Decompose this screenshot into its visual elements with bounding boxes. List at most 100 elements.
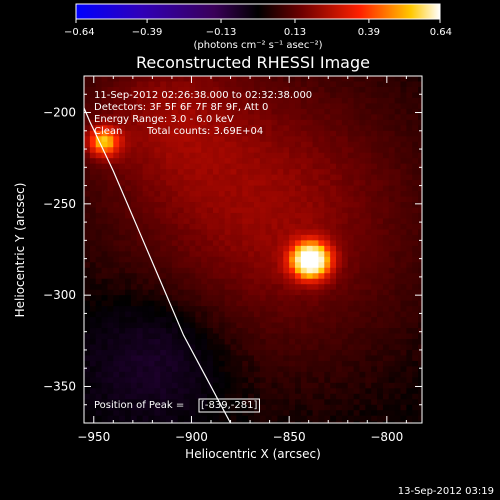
heatmap-cell	[218, 393, 226, 400]
heatmap-cell	[265, 114, 273, 121]
heatmap-cell	[318, 377, 325, 384]
heatmap-cell	[207, 415, 214, 422]
heatmap-cell	[177, 300, 185, 307]
heatmap-cell	[412, 333, 419, 340]
heatmap-cell	[107, 273, 114, 280]
heatmap-cell	[130, 86, 138, 94]
heatmap-cell	[406, 245, 413, 252]
heatmap-cell	[125, 284, 132, 291]
heatmap-cell	[341, 289, 349, 296]
heatmap-cell	[113, 114, 120, 121]
heatmap-cell	[300, 81, 308, 88]
heatmap-cell	[347, 119, 355, 126]
heatmap-cell	[265, 366, 273, 373]
heatmap-cell	[353, 371, 361, 378]
heatmap-cell	[283, 388, 290, 395]
heatmap-cell	[324, 333, 331, 340]
heatmap-cell	[148, 158, 155, 165]
heatmap-cell	[418, 415, 422, 422]
heatmap-cell	[336, 404, 343, 411]
heatmap-cell	[259, 393, 267, 400]
heatmap-cell	[201, 306, 208, 313]
heatmap-cell	[218, 317, 226, 324]
heatmap-cell	[412, 338, 419, 346]
heatmap-cell	[306, 245, 314, 252]
heatmap-cell	[271, 125, 279, 132]
heatmap-cell	[289, 169, 296, 176]
heatmap-cell	[295, 371, 302, 378]
heatmap-cell	[336, 108, 343, 115]
heatmap-cell	[248, 169, 255, 176]
heatmap-cell	[277, 377, 284, 384]
heatmap-cell	[113, 97, 120, 104]
heatmap-cell	[154, 311, 161, 318]
heatmap-cell	[248, 393, 255, 400]
heatmap-cell	[119, 333, 126, 340]
heatmap-cell	[136, 218, 144, 225]
heatmap-cell	[218, 421, 226, 423]
heatmap-cell	[95, 229, 103, 236]
heatmap-cell	[201, 174, 208, 181]
heatmap-cell	[171, 103, 179, 110]
heatmap-cell	[388, 360, 396, 367]
heatmap-cell	[224, 317, 232, 324]
heatmap-cell	[230, 421, 237, 423]
heatmap-cell	[212, 415, 220, 422]
x-tick-label: −900	[175, 430, 208, 444]
heatmap-cell	[359, 196, 366, 203]
heatmap-cell	[224, 169, 232, 176]
heatmap-cell	[89, 196, 97, 203]
heatmap-cell	[195, 136, 202, 143]
heatmap-cell	[359, 163, 366, 170]
heatmap-cell	[277, 382, 284, 389]
heatmap-cell	[95, 141, 103, 148]
heatmap-cell	[271, 180, 279, 187]
heatmap-cell	[324, 207, 331, 214]
heatmap-cell	[300, 251, 308, 258]
heatmap-cell	[283, 147, 290, 154]
heatmap-cell	[248, 311, 255, 318]
heatmap-cell	[289, 92, 296, 99]
heatmap-cell	[236, 278, 243, 285]
heatmap-cell	[277, 147, 284, 154]
heatmap-cell	[101, 404, 109, 411]
heatmap-cell	[119, 251, 126, 258]
heatmap-cell	[212, 338, 220, 346]
heatmap-cell	[230, 202, 237, 209]
heatmap-cell	[253, 393, 261, 400]
heatmap-cell	[253, 300, 261, 307]
heatmap-cell	[406, 97, 413, 104]
heatmap-cell	[148, 306, 155, 313]
heatmap-cell	[418, 196, 422, 203]
heatmap-cell	[195, 415, 202, 422]
heatmap-cell	[359, 169, 366, 176]
heatmap-cell	[89, 410, 97, 417]
heatmap-cell	[265, 344, 273, 351]
heatmap-cell	[107, 289, 114, 296]
heatmap-cell	[394, 333, 402, 340]
heatmap-cell	[236, 136, 243, 143]
heatmap-cell	[189, 185, 196, 192]
heatmap-cell	[300, 267, 308, 274]
heatmap-cell	[113, 421, 120, 423]
heatmap-cell	[248, 371, 255, 378]
heatmap-cell	[107, 251, 114, 258]
heatmap-cell	[201, 97, 208, 104]
heatmap-cell	[142, 97, 150, 104]
colorbar-ticks: −0.64 −0.39 −0.13 0.13 0.39 0.64	[64, 19, 452, 38]
heatmap-cell	[330, 267, 337, 274]
heatmap-cell	[412, 234, 419, 241]
heatmap-cell	[289, 415, 296, 422]
heatmap-cell	[160, 393, 167, 400]
heatmap-cell	[201, 125, 208, 132]
heatmap-cell	[259, 415, 267, 422]
heatmap-cell	[353, 322, 361, 329]
heatmap-cell	[189, 141, 196, 148]
heatmap-cell	[130, 393, 138, 400]
heatmap-cell	[171, 174, 179, 181]
heatmap-cell	[300, 240, 308, 247]
heatmap-cell	[330, 212, 337, 220]
heatmap-cell	[341, 136, 349, 143]
heatmap-cell	[336, 158, 343, 165]
heatmap-cell	[353, 338, 361, 346]
